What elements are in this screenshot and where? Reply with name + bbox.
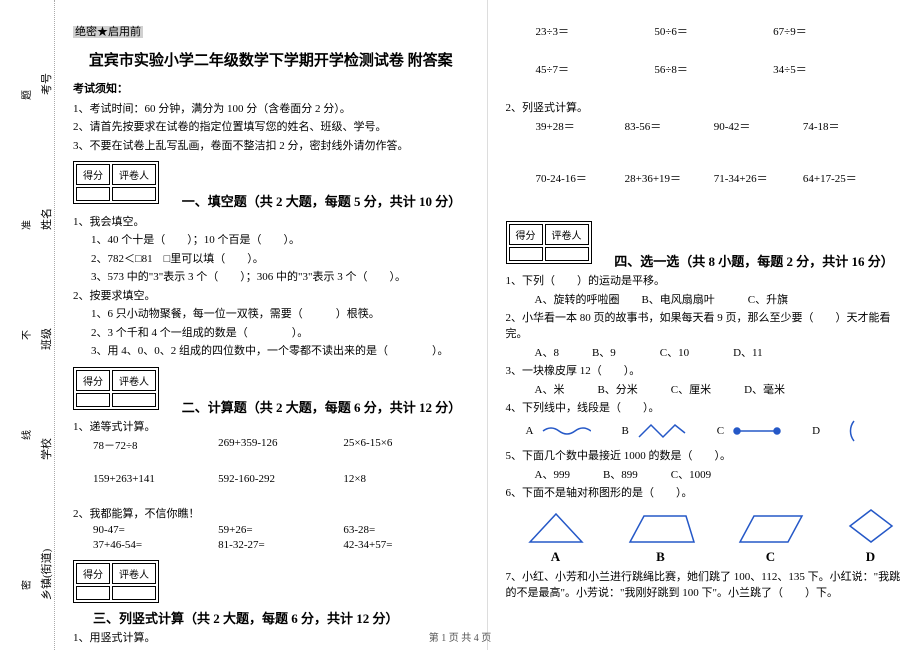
opts: A、999 B、899 C、1009 <box>524 466 903 482</box>
right-column: 23÷3＝50÷6＝67÷9＝ 45÷7＝56÷8＝34÷5＝ 2、列竖式计算。… <box>488 0 920 650</box>
q: 6、下面不是轴对称图形的是（ ）。 <box>506 484 903 500</box>
calc-row: 90-47=59+26=63-28= <box>93 524 469 536</box>
section-4-title: 四、选一选（共 8 小题，每题 2 分，共计 16 分） <box>614 251 894 270</box>
q: 3、用 4、0、0、2 组成的四位数中，一个零都不读出来的是（ ）。 <box>91 342 469 358</box>
score-box: 得分评卷人 <box>506 221 592 264</box>
exam-title: 宜宾市实验小学二年级数学下学期开学检测试卷 附答案 <box>73 49 469 70</box>
opts: A、米 B、分米 C、厘米 D、毫米 <box>524 381 903 397</box>
q: 4、下列线中，线段是（ ）。 <box>506 399 903 415</box>
line-options: A B C D <box>526 419 903 443</box>
calc-row: 159+263+141592-160-29212×8 <box>93 473 469 485</box>
q: 1、6 只小动物聚餐，每一位一双筷，需要（ ）根筷。 <box>91 305 469 321</box>
seal-text: 准 <box>18 220 33 230</box>
arc-icon <box>828 419 858 443</box>
section-2-title: 二、计算题（共 2 大题，每题 6 分，共计 12 分） <box>182 397 462 416</box>
instructions-title: 考试须知： <box>73 80 469 96</box>
q: 3、一块橡皮厚 12（ ）。 <box>506 362 903 378</box>
rhombus-icon <box>846 506 896 546</box>
binding-margin: 乡镇(街道) 学校 班级 姓名 考号 密 线 不 准 题 <box>0 0 55 650</box>
q: 7、小红、小芳和小兰进行跳绳比赛，她们跳了 100、112、135 下。小红说：… <box>506 568 903 600</box>
q: 3、573 中的"3"表示 3 个（ ）；306 中的"3"表示 3 个（ ）。 <box>91 268 469 284</box>
segment-icon <box>732 423 782 439</box>
instruction: 3、不要在试卷上乱写乱画，卷面不整洁扣 2 分，密封线外请勿作答。 <box>73 137 469 153</box>
margin-label: 班级 <box>38 328 54 350</box>
seal-text: 题 <box>18 90 33 100</box>
instruction: 1、考试时间：60 分钟，满分为 100 分（含卷面分 2 分）。 <box>73 100 469 116</box>
instruction: 2、请首先按要求在试卷的指定位置填写您的姓名、班级、学号。 <box>73 118 469 134</box>
q: 2、782＜□81 □里可以填（ ）。 <box>91 250 469 266</box>
wavy-line-icon <box>541 423 591 439</box>
margin-label: 姓名 <box>38 208 54 230</box>
opts: A、旋转的呼啦圈 B、电风扇扇叶 C、升旗 <box>524 291 903 307</box>
q: 1、我会填空。 <box>73 213 469 229</box>
calc-row: 39+28＝83-56＝90-42＝74-18＝ <box>536 118 903 134</box>
zigzag-line-icon <box>637 423 687 439</box>
section-1-title: 一、填空题（共 2 大题，每题 5 分，共计 10 分） <box>182 191 462 210</box>
page-footer: 第 1 页 共 4 页 <box>0 629 920 644</box>
seal-text: 线 <box>18 430 33 440</box>
calc-row: 45÷7＝56÷8＝34÷5＝ <box>536 61 903 77</box>
score-box: 得分评卷人 <box>73 161 159 204</box>
margin-label: 考号 <box>38 73 54 95</box>
q: 2、小华看一本 80 页的故事书，如果每天看 9 页，那么至少要（ ）天才能看完… <box>506 309 903 341</box>
trapezoid-icon <box>626 510 696 546</box>
q: 5、下面几个数中最接近 1000 的数是（ ）。 <box>506 447 903 463</box>
confidential: 绝密★启用前 <box>73 23 469 39</box>
q: 2、按要求填空。 <box>73 287 469 303</box>
opts: A、8 B、9 C、10 D、11 <box>524 344 903 360</box>
q: 2、列竖式计算。 <box>506 99 903 115</box>
calc-row: 70-24-16＝28+36+19＝71-34+26＝64+17-25＝ <box>536 170 903 186</box>
score-box: 得分评卷人 <box>73 367 159 410</box>
content-area: 绝密★启用前 宜宾市实验小学二年级数学下学期开学检测试卷 附答案 考试须知： 1… <box>55 0 920 650</box>
q: 1、递等式计算。 <box>73 418 469 434</box>
margin-label: 学校 <box>38 438 54 460</box>
calc-row: 78－72÷8269+359-12625×6-15×6 <box>93 437 469 453</box>
left-column: 绝密★启用前 宜宾市实验小学二年级数学下学期开学检测试卷 附答案 考试须知： 1… <box>55 0 488 650</box>
q: 2、3 个千和 4 个一组成的数是（ ）。 <box>91 324 469 340</box>
q: 2、我都能算，不信你瞧！ <box>73 505 469 521</box>
seal-text: 不 <box>18 330 33 340</box>
parallelogram-icon <box>736 510 806 546</box>
q: 1、下列（ ）的运动是平移。 <box>506 272 903 288</box>
q: 1、40 个十是（ ）；10 个百是（ ）。 <box>91 231 469 247</box>
calc-row: 23÷3＝50÷6＝67÷9＝ <box>536 23 903 39</box>
margin-label: 乡镇(街道) <box>38 549 54 600</box>
shape-options: A B C D <box>526 506 903 565</box>
seal-text: 密 <box>18 580 33 590</box>
score-box: 得分评卷人 <box>73 560 159 603</box>
section-3-title: 三、列竖式计算（共 2 大题，每题 6 分，共计 12 分） <box>93 608 399 627</box>
page: 乡镇(街道) 学校 班级 姓名 考号 密 线 不 准 题 绝密★启用前 宜宾市实… <box>0 0 920 650</box>
calc-row: 37+46-54=81-32-27=42-34+57= <box>93 539 469 551</box>
triangle-icon <box>526 510 586 546</box>
